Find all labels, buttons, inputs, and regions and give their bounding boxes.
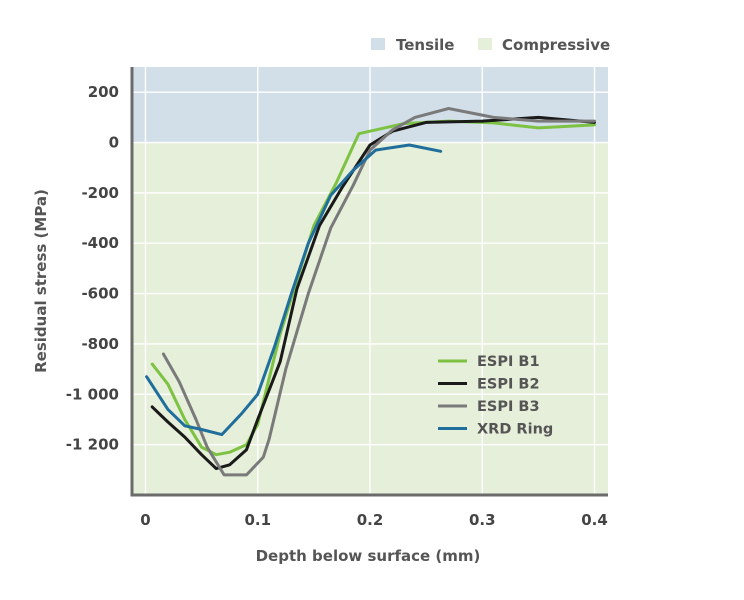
y-tick-label: -400 [81,234,119,252]
x-tick-label: 0.3 [469,511,496,529]
series-line-xrd-ring [145,143,443,437]
x-tick-label: 0 [140,511,150,529]
y-tick-label: -1 000 [66,385,119,403]
tick-labels: 0 0.1 0.2 0.3 0.4 200 0 -200 -400 -600 -800 -1 000 -… [66,83,608,529]
series-legend: ESPI B1 ESPI B2 ESPI B3 XRD Ring [438,354,553,438]
region-legend: Tensile Compressive [371,36,610,54]
series-line-espi-b2 [150,115,596,471]
region-legend-label: Tensile [396,36,454,54]
x-tick-label: 0.4 [581,511,608,529]
region-legend-swatch [478,38,492,50]
legend-label: ESPI B3 [477,399,540,415]
axes [130,67,608,497]
y-tick-label: -600 [81,285,119,303]
legend-label: XRD Ring [477,422,553,438]
region-legend-label: Compressive [502,36,610,54]
grid-lines [132,67,608,495]
y-tick-label: -1 200 [66,436,119,454]
y-tick-label: 0 [109,134,119,152]
region-legend-swatch [371,38,385,50]
x-tick-label: 0.2 [357,511,384,529]
y-axis-label: Residual stress (MPa) [32,189,50,373]
series-line-espi-b3 [161,107,596,477]
y-tick-label: 200 [88,83,119,101]
y-tick-label: -800 [81,335,119,353]
legend-label: ESPI B2 [477,377,540,393]
y-tick-label: -200 [81,184,119,202]
x-tick-label: 0.1 [244,511,271,529]
legend-label: ESPI B1 [477,354,540,370]
series-lines [145,107,596,477]
x-axis-label: Depth below surface (mm) [256,547,481,565]
